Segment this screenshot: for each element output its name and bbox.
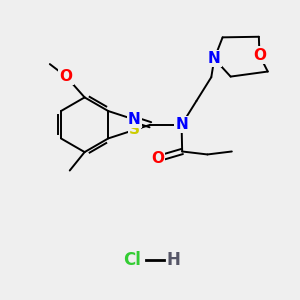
Text: S: S <box>129 122 140 137</box>
Text: N: N <box>208 51 220 66</box>
Text: Cl: Cl <box>123 251 140 269</box>
Text: O: O <box>60 69 73 84</box>
Text: O: O <box>253 48 266 63</box>
Text: N: N <box>128 112 141 127</box>
Text: N: N <box>175 117 188 132</box>
Text: H: H <box>166 251 180 269</box>
Text: O: O <box>151 151 164 166</box>
